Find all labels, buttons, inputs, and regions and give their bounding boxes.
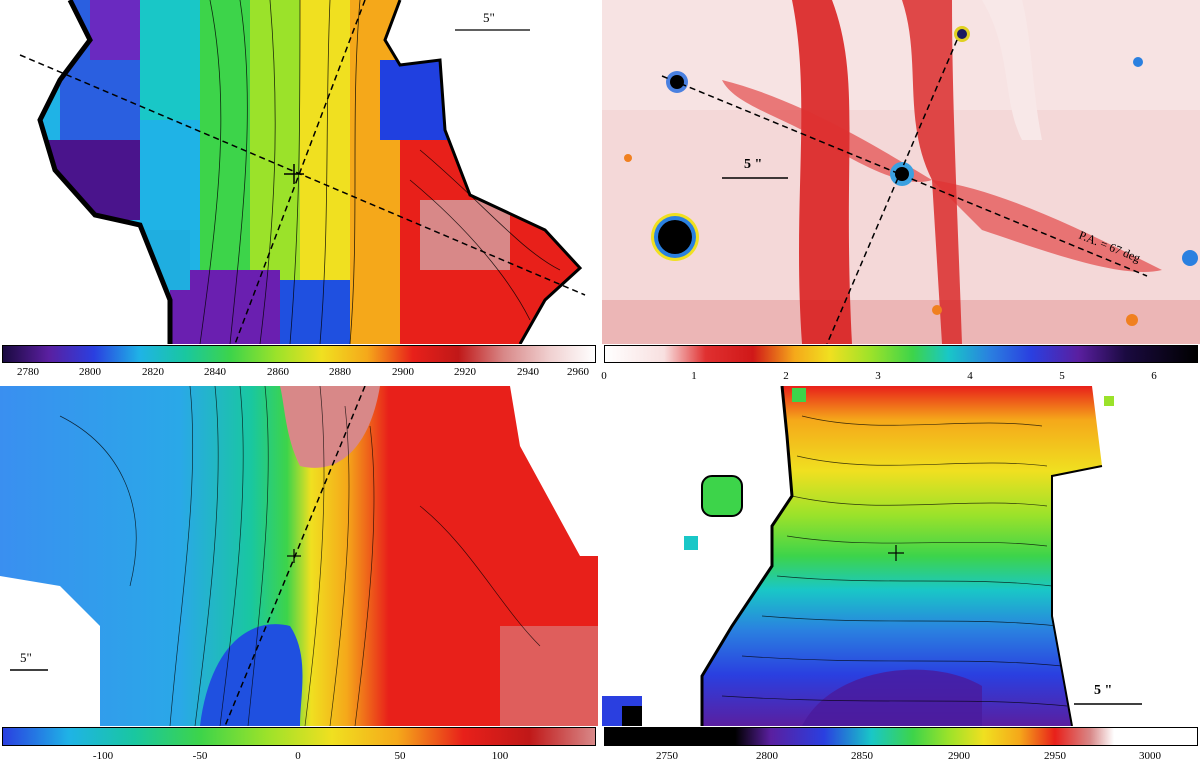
colorbar-top-left-ticks: 2780 2800 2820 2840 2860 2880 2900 2920 …	[0, 366, 598, 380]
tick-label: 2840	[204, 366, 226, 378]
tick-label: 0	[601, 370, 607, 382]
tick-label: 2920	[454, 366, 476, 378]
tick-label: 2940	[517, 366, 539, 378]
velocity-map-bottom-right: 5 "	[602, 386, 1200, 726]
tick-label: 100	[491, 750, 509, 762]
tick-label: 2800	[756, 750, 778, 762]
position-angle-line	[661, 75, 1148, 277]
scale-bar-label: 5 "	[744, 157, 762, 172]
tick-label: 3000	[1139, 750, 1161, 762]
tick-label: 2780	[17, 366, 39, 378]
tick-label: -50	[192, 750, 208, 762]
colorbar-top-left	[2, 345, 596, 363]
scale-bar-label: 5 "	[1094, 683, 1112, 698]
tick-label: 2	[783, 370, 789, 382]
tick-label: 2850	[851, 750, 873, 762]
minor-axis-line	[826, 39, 958, 344]
tick-label: 2750	[656, 750, 678, 762]
colorbar-bottom-right	[604, 727, 1198, 746]
tick-label: 2960	[567, 366, 589, 378]
tick-label: 2900	[392, 366, 414, 378]
tick-label: 1	[691, 370, 697, 382]
tick-label: 2880	[329, 366, 351, 378]
tick-label: 2950	[1044, 750, 1066, 762]
velocity-map-bottom-right-image: 5 "	[602, 386, 1142, 726]
scale-bar-label: 5"	[483, 10, 495, 25]
colorbar-bottom-right-ticks: 2750 2800 2850 2900 2950 3000	[602, 750, 1200, 764]
tick-label: 50	[394, 750, 406, 762]
tick-label: 4	[967, 370, 973, 382]
tick-label: 0	[295, 750, 301, 762]
center-cross-marker	[888, 545, 904, 561]
tick-label: 6	[1151, 370, 1157, 382]
center-cross-marker	[287, 549, 301, 563]
colorbar-bottom-left	[2, 727, 596, 746]
tick-label: 3	[875, 370, 881, 382]
tick-label: -100	[92, 750, 114, 762]
tick-label: 2900	[948, 750, 970, 762]
tick-label: 2860	[267, 366, 289, 378]
velocity-map-top-left: 5"	[0, 0, 598, 344]
tick-label: 5	[1059, 370, 1065, 382]
minor-axis-line	[234, 0, 366, 344]
center-cross-marker	[284, 164, 304, 184]
intensity-image: 5 " P.A. = 67 deg	[602, 0, 1200, 344]
scale-bar-label: 5"	[20, 650, 32, 665]
intensity-image-top-right: 5 " P.A. = 67 deg	[602, 0, 1200, 344]
colorbar-bottom-left-ticks: -100 -50 0 50 100	[0, 750, 598, 764]
colorbar-top-right-ticks: 0 1 2 3 4 5 6	[601, 370, 1200, 384]
velocity-map-bottom-left: 5"	[0, 386, 598, 726]
velocity-map-top-left-image: 5"	[19, 0, 586, 344]
major-axis-line	[19, 54, 586, 296]
tick-label: 2820	[142, 366, 164, 378]
tick-label: 2800	[79, 366, 101, 378]
velocity-map-bottom-left-image: 5"	[0, 386, 598, 726]
colorbar-top-right	[604, 345, 1198, 363]
